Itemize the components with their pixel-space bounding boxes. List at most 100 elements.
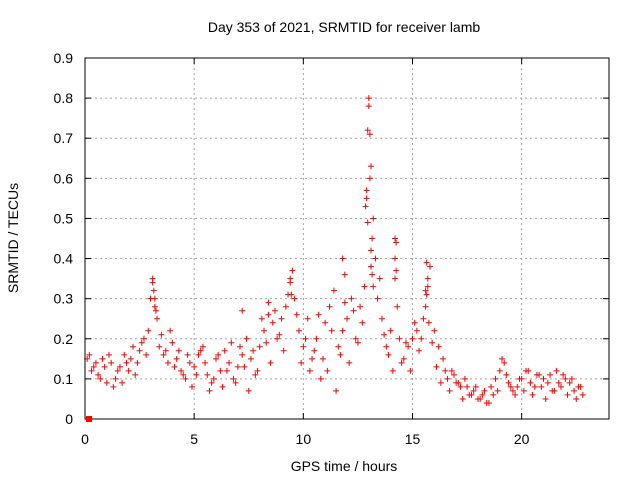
y-tick-label: 0.4	[54, 251, 74, 267]
data-point	[278, 315, 285, 322]
data-point	[366, 175, 373, 182]
data-points	[84, 95, 586, 406]
data-point	[289, 267, 296, 274]
y-tick-label: 0.6	[54, 170, 74, 186]
data-point	[130, 343, 137, 350]
data-point	[420, 315, 427, 322]
data-point	[230, 375, 237, 382]
data-point	[468, 391, 475, 398]
x-tick-label: 10	[296, 431, 312, 447]
data-point	[459, 395, 466, 402]
data-point	[106, 351, 113, 358]
data-point	[557, 383, 564, 390]
data-point	[416, 347, 423, 354]
data-point	[488, 383, 495, 390]
data-point	[560, 371, 567, 378]
y-tick-label: 0.3	[54, 291, 74, 307]
data-point	[252, 371, 259, 378]
data-point	[400, 355, 407, 362]
data-point	[538, 383, 545, 390]
data-point	[357, 303, 364, 310]
data-point	[516, 375, 523, 382]
data-point	[533, 371, 540, 378]
data-point	[184, 351, 191, 358]
data-point	[193, 371, 200, 378]
data-point	[457, 383, 464, 390]
data-point	[263, 339, 270, 346]
y-axis-label: SRMTID / TECUs	[5, 183, 21, 293]
data-point	[269, 319, 276, 326]
data-point	[304, 315, 311, 322]
data-point	[280, 347, 287, 354]
data-point	[520, 387, 527, 394]
data-point	[247, 355, 254, 362]
data-point	[348, 295, 355, 302]
data-point	[363, 187, 370, 194]
data-point	[525, 367, 532, 374]
x-tick-label: 15	[405, 431, 421, 447]
data-point	[529, 391, 536, 398]
data-point	[282, 303, 289, 310]
data-point	[341, 271, 348, 278]
data-point	[387, 327, 394, 334]
data-point	[215, 351, 222, 358]
data-point	[423, 259, 430, 266]
data-point	[368, 263, 375, 270]
data-point	[265, 299, 272, 306]
data-point	[566, 379, 573, 386]
data-point	[217, 367, 224, 374]
data-point	[422, 303, 429, 310]
data-point	[145, 327, 152, 334]
data-point	[509, 387, 516, 394]
y-tick-label: 0	[65, 411, 73, 427]
data-point	[92, 359, 99, 366]
y-tick-label: 0.9	[54, 50, 74, 66]
data-point	[444, 375, 451, 382]
data-point	[258, 315, 265, 322]
data-point	[392, 235, 399, 242]
data-point	[492, 375, 499, 382]
data-point	[150, 287, 157, 294]
data-point	[350, 307, 357, 314]
gridlines	[85, 58, 609, 419]
data-point	[114, 367, 121, 374]
data-point	[195, 351, 202, 358]
data-point	[202, 359, 209, 366]
data-point	[171, 363, 178, 370]
y-tick-label: 0.2	[54, 331, 74, 347]
data-point	[499, 355, 506, 362]
data-point	[362, 203, 369, 210]
data-point	[422, 287, 429, 294]
data-point	[239, 351, 246, 358]
axis-ticks: 0 0.1 0.2 0.3 0.4 0.5 0.6 0.7 0.8 0.9 0 5 10 15 20	[54, 50, 609, 447]
data-point	[540, 375, 547, 382]
data-point	[333, 387, 340, 394]
data-point	[86, 351, 93, 358]
data-point	[288, 291, 295, 298]
data-point	[319, 355, 326, 362]
x-tick-label: 5	[190, 431, 198, 447]
data-point	[374, 295, 381, 302]
data-point	[112, 375, 119, 382]
data-point	[507, 383, 514, 390]
data-point	[433, 363, 440, 370]
data-point	[162, 347, 169, 354]
data-point	[490, 391, 497, 398]
data-point	[265, 311, 272, 318]
data-point	[149, 275, 156, 282]
data-point	[389, 367, 396, 374]
data-point	[555, 379, 562, 386]
data-point	[383, 343, 390, 350]
data-point	[426, 263, 433, 270]
data-point	[322, 319, 329, 326]
data-point	[370, 215, 377, 222]
data-point	[99, 355, 106, 362]
x-tick-label: 0	[81, 431, 89, 447]
data-point	[178, 367, 185, 374]
data-point	[364, 127, 371, 134]
data-point	[564, 391, 571, 398]
data-point	[527, 379, 534, 386]
data-point	[127, 355, 134, 362]
data-point	[477, 395, 484, 402]
